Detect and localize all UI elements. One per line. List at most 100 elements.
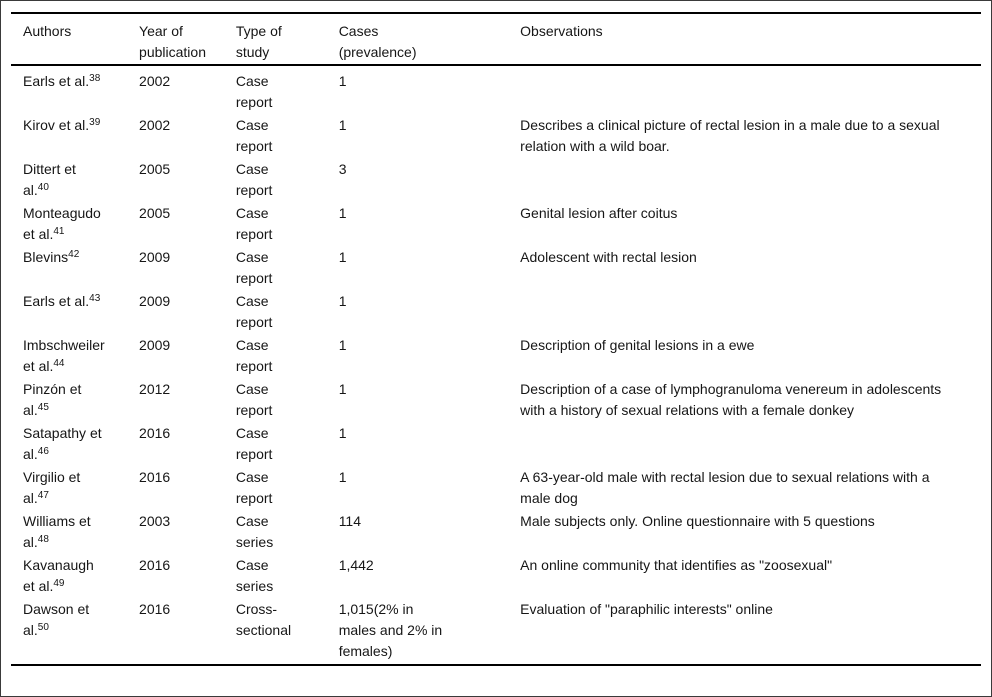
cell-author: Earls et al.38 <box>11 65 139 115</box>
column-header-type: Type of study <box>235 13 339 66</box>
table-row: Imbschweiler et al.44 2009 Case report 1… <box>11 335 981 379</box>
cell-cases: 1 <box>338 293 347 309</box>
cell-observations: Adolescent with rectal lesion <box>520 249 697 265</box>
cell-year: 2009 <box>139 293 171 309</box>
cell-observations: Description of genital lesions in a ewe <box>520 337 755 353</box>
cell-study-type: Cross-sectional <box>235 601 292 638</box>
author-name: Dittert et al. <box>23 161 76 198</box>
header-row: Authors Year of publication Type of stud… <box>11 13 981 66</box>
table-row: Blevins42 2009 Case report 1 Adolescent … <box>11 247 981 291</box>
table-row: Satapathy et al.46 2016 Case report 1 <box>11 423 981 467</box>
table-body: Earls et al.38 2002 Case report 1 Kirov … <box>11 65 981 665</box>
cell-year: 2002 <box>139 117 171 133</box>
cell-year: 2005 <box>139 161 171 177</box>
cell-observations <box>520 291 981 335</box>
reference-superscript: 49 <box>53 578 65 589</box>
cell-study-type: Case report <box>235 469 273 506</box>
cell-author: Dawson et al.50 <box>11 599 139 665</box>
cell-study-type: Case report <box>235 293 273 330</box>
author-name: Kavanaugh et al. <box>23 557 94 594</box>
cell-author: Imbschweiler et al.44 <box>11 335 139 379</box>
cell-author: Satapathy et al.46 <box>11 423 139 467</box>
study-table: Authors Year of publication Type of stud… <box>11 12 981 666</box>
cell-observations <box>520 65 981 115</box>
reference-superscript: 39 <box>89 117 101 128</box>
cell-cases: 1 <box>338 381 347 397</box>
cell-author: Monteagudo et al.41 <box>11 203 139 247</box>
cell-year: 2016 <box>139 557 171 573</box>
reference-superscript: 40 <box>37 182 49 193</box>
author-name: Williams et al. <box>23 513 91 550</box>
cell-observations: Evaluation of "paraphilic interests" onl… <box>520 601 773 617</box>
cell-study-type: Case series <box>235 557 274 594</box>
cell-author: Williams et al.48 <box>11 511 139 555</box>
cell-study-type: Case report <box>235 161 273 198</box>
author-name: Kirov et al. <box>23 117 90 133</box>
author-name: Monteagudo et al. <box>23 205 101 242</box>
reference-superscript: 38 <box>89 73 101 84</box>
cell-cases: 1 <box>338 205 347 221</box>
author-name: Blevins <box>23 249 69 265</box>
reference-superscript: 43 <box>89 293 101 304</box>
table-row: Dittert et al.40 2005 Case report 3 <box>11 159 981 203</box>
author-name: Imbschweiler et al. <box>23 337 105 374</box>
table-row: Monteagudo et al.41 2005 Case report 1 G… <box>11 203 981 247</box>
column-header-cases: Cases (prevalence) <box>338 13 521 66</box>
cell-cases: 1 <box>338 425 347 441</box>
cell-author: Pinzón et al.45 <box>11 379 139 423</box>
column-header-observations: Observations <box>520 13 981 66</box>
cell-year: 2002 <box>139 73 171 89</box>
author-name: Satapathy et al. <box>23 425 102 462</box>
table-row: Williams et al.48 2003 Case series 114 M… <box>11 511 981 555</box>
table-row: Kavanaugh et al.49 2016 Case series 1,44… <box>11 555 981 599</box>
table-row: Kirov et al.39 2002 Case report 1 Descri… <box>11 115 981 159</box>
cell-year: 2016 <box>139 469 171 485</box>
cell-observations: A 63-year-old male with rectal lesion du… <box>520 469 930 506</box>
reference-superscript: 50 <box>37 622 49 633</box>
author-name: Earls et al. <box>23 293 90 309</box>
cell-year: 2012 <box>139 381 171 397</box>
cell-study-type: Case report <box>235 73 273 110</box>
cell-observations: Description of a case of lymphogranuloma… <box>520 381 942 418</box>
table-row: Virgilio et al.47 2016 Case report 1 A 6… <box>11 467 981 511</box>
cell-author: Kirov et al.39 <box>11 115 139 159</box>
cell-cases: 114 <box>338 513 362 529</box>
cell-observations: Male subjects only. Online questionnaire… <box>520 513 875 529</box>
reference-superscript: 45 <box>37 402 49 413</box>
cell-cases: 1 <box>338 469 347 485</box>
study-table-wrapper: Authors Year of publication Type of stud… <box>11 12 981 666</box>
cell-year: 2005 <box>139 205 171 221</box>
table-row: Earls et al.43 2009 Case report 1 <box>11 291 981 335</box>
cell-study-type: Case report <box>235 205 273 242</box>
cell-cases: 1 <box>338 337 347 353</box>
cell-study-type: Case series <box>235 513 274 550</box>
cell-author: Earls et al.43 <box>11 291 139 335</box>
cell-study-type: Case report <box>235 337 273 374</box>
cell-study-type: Case report <box>235 249 273 286</box>
table-header: Authors Year of publication Type of stud… <box>11 13 981 66</box>
table-row: Pinzón et al.45 2012 Case report 1 Descr… <box>11 379 981 423</box>
cell-cases: 3 <box>338 161 347 177</box>
cell-study-type: Case report <box>235 425 273 462</box>
column-header-authors: Authors <box>11 13 140 66</box>
cell-study-type: Case report <box>235 117 273 154</box>
cell-observations <box>520 423 981 467</box>
reference-superscript: 44 <box>53 358 65 369</box>
cell-author: Virgilio et al.47 <box>11 467 139 511</box>
cell-cases: 1 <box>338 117 347 133</box>
cell-observations: An online community that identifies as "… <box>520 557 833 573</box>
author-name: Earls et al. <box>23 73 90 89</box>
cell-year: 2016 <box>139 601 171 617</box>
cell-year: 2003 <box>139 513 171 529</box>
cell-year: 2009 <box>139 337 171 353</box>
reference-superscript: 48 <box>37 534 49 545</box>
table-row: Dawson et al.50 2016 Cross-sectional 1,0… <box>11 599 981 665</box>
cell-author: Dittert et al.40 <box>11 159 139 203</box>
table-row: Earls et al.38 2002 Case report 1 <box>11 65 981 115</box>
cell-observations: Genital lesion after coitus <box>520 205 678 221</box>
cell-year: 2016 <box>139 425 171 441</box>
reference-superscript: 41 <box>53 226 65 237</box>
cell-year: 2009 <box>139 249 171 265</box>
reference-superscript: 42 <box>68 249 80 260</box>
